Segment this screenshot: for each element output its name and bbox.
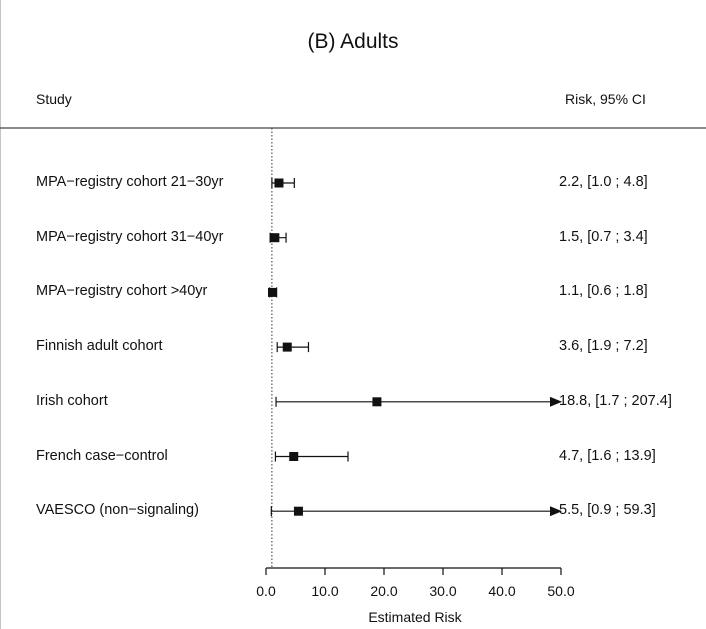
risk-ci-value: 1.1, [0.6 ; 1.8] bbox=[559, 283, 648, 300]
x-axis-label: Estimated Risk bbox=[368, 609, 462, 625]
risk-ci-value: 1.5, [0.7 ; 3.4] bbox=[559, 228, 648, 245]
study-label: Finnish adult cohort bbox=[36, 338, 163, 355]
point-estimate bbox=[289, 452, 299, 461]
x-tick-label: 40.0 bbox=[488, 583, 515, 599]
risk-ci-column-header: Risk, 95% CI bbox=[565, 91, 646, 107]
study-label: Irish cohort bbox=[36, 392, 108, 409]
x-tick-label: 50.0 bbox=[547, 583, 574, 599]
study-label: VAESCO (non−signaling) bbox=[36, 502, 199, 519]
study-label: French case−control bbox=[36, 447, 168, 464]
risk-ci-value: 2.2, [1.0 ; 4.8] bbox=[559, 174, 648, 190]
point-estimate bbox=[293, 506, 303, 516]
x-tick-label: 20.0 bbox=[370, 583, 397, 599]
x-tick-label: 0.0 bbox=[256, 583, 276, 599]
chart-title: (B) Adults bbox=[307, 30, 399, 53]
risk-ci-value: 3.6, [1.9 ; 7.2] bbox=[559, 338, 648, 355]
x-tick-label: 30.0 bbox=[429, 583, 456, 599]
risk-ci-value: 5.5, [0.9 ; 59.3] bbox=[559, 502, 656, 519]
risk-ci-value: 4.7, [1.6 ; 13.9] bbox=[559, 447, 656, 464]
study-label: MPA−registry cohort 21−30yr bbox=[36, 174, 224, 190]
study-label: MPA−registry cohort 31−40yr bbox=[36, 228, 224, 245]
point-estimate bbox=[274, 178, 284, 188]
x-tick-label: 10.0 bbox=[311, 583, 338, 599]
risk-ci-value: 18.8, [1.7 ; 207.4] bbox=[559, 392, 672, 409]
study-label: MPA−registry cohort >40yr bbox=[36, 283, 208, 300]
point-estimate bbox=[267, 287, 277, 297]
point-estimate bbox=[372, 397, 382, 407]
point-estimate bbox=[270, 233, 280, 243]
study-column-header: Study bbox=[36, 91, 72, 107]
point-estimate bbox=[282, 342, 292, 352]
